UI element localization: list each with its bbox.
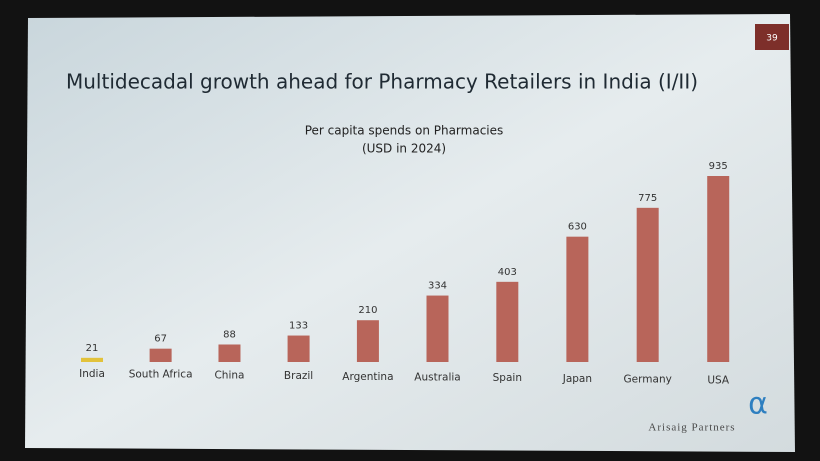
bar (707, 176, 730, 362)
bar (636, 207, 659, 362)
bar (426, 295, 449, 362)
value-label: 935 (709, 161, 728, 172)
value-label: 88 (223, 329, 236, 340)
value-label: 67 (154, 334, 167, 345)
x-tick-label: Brazil (284, 370, 313, 382)
bar (149, 348, 172, 362)
x-tick-label: Australia (414, 372, 460, 384)
logo: α (748, 387, 768, 422)
x-tick-label: India (79, 368, 105, 380)
value-label: 334 (428, 281, 447, 292)
bar (218, 344, 241, 362)
value-label: 133 (289, 321, 308, 332)
x-tick-label: Germany (624, 374, 672, 386)
slide (25, 14, 795, 452)
brand: Arisaig Partners (648, 422, 735, 434)
value-label: 775 (638, 193, 657, 204)
value-label: 403 (498, 267, 517, 278)
chart-subtitle: Per capita spends on Pharmacies (305, 124, 504, 138)
x-tick-label: Argentina (342, 371, 393, 383)
bar (287, 335, 310, 362)
value-label: 210 (358, 305, 377, 316)
chart-subtitle: (USD in 2024) (362, 142, 446, 156)
value-label: 630 (568, 222, 587, 233)
chart-title: Multidecadal growth ahead for Pharmacy R… (66, 70, 698, 94)
page-number: 39 (766, 34, 778, 44)
x-tick-label: China (214, 369, 244, 381)
x-tick-label: Spain (493, 372, 522, 384)
bar (566, 236, 589, 362)
bar (356, 320, 379, 362)
x-tick-label: South Africa (129, 369, 193, 381)
bar (496, 281, 519, 362)
bar (81, 357, 103, 362)
x-tick-label: USA (707, 374, 730, 386)
value-label: 21 (86, 343, 99, 354)
x-tick-label: Japan (562, 373, 592, 385)
plot: 21 India 67 South Africa 88 China 133 Brazil 210… (79, 161, 730, 386)
page-badge (755, 24, 789, 50)
